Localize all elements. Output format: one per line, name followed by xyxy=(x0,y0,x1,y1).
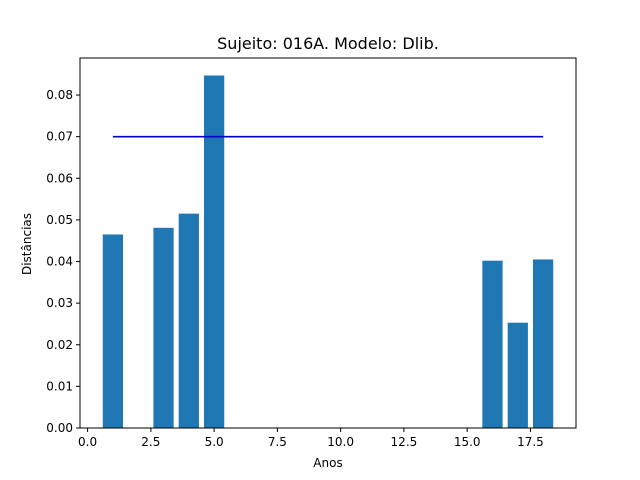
y-tick-label: 0.08 xyxy=(46,88,73,102)
x-tick-label: 17.5 xyxy=(517,435,544,449)
bar-16 xyxy=(482,260,503,428)
bars-group xyxy=(102,75,554,428)
y-tick-label: 0.05 xyxy=(46,213,73,227)
bar-18 xyxy=(532,259,554,428)
y-tick-label: 0.07 xyxy=(46,130,73,144)
y-axis-ticks: 0.00 0.01 0.02 0.03 0.04 0.05 0.06 0.07 0.08 xyxy=(46,88,80,435)
bar-17 xyxy=(507,322,528,428)
x-tick-label: 2.5 xyxy=(141,435,160,449)
chart-title: Sujeito: 016A. Modelo: Dlib. xyxy=(217,34,439,53)
x-tick-label: 12.5 xyxy=(391,435,418,449)
y-axis-label: Distâncias xyxy=(20,213,34,275)
bar-5 xyxy=(204,75,225,428)
y-tick-label: 0.04 xyxy=(46,255,73,269)
bar-3 xyxy=(153,227,174,428)
x-tick-label: 10.0 xyxy=(327,435,354,449)
x-tick-label: 0.0 xyxy=(78,435,97,449)
x-tick-label: 7.5 xyxy=(268,435,287,449)
y-tick-label: 0.03 xyxy=(46,296,73,310)
plot-frame xyxy=(79,57,577,429)
y-tick-label: 0.01 xyxy=(46,379,73,393)
bar-1 xyxy=(102,234,124,428)
x-tick-label: 5.0 xyxy=(205,435,224,449)
bar-4 xyxy=(178,213,199,428)
x-tick-label: 15.0 xyxy=(454,435,481,449)
y-tick-label: 0.06 xyxy=(46,171,73,185)
x-axis-ticks: 0.0 2.5 5.0 7.5 10.0 12.5 15.0 17.5 xyxy=(78,428,544,449)
y-tick-label: 0.02 xyxy=(46,338,73,352)
y-tick-label: 0.00 xyxy=(46,421,73,435)
x-axis-label: Anos xyxy=(313,456,342,470)
